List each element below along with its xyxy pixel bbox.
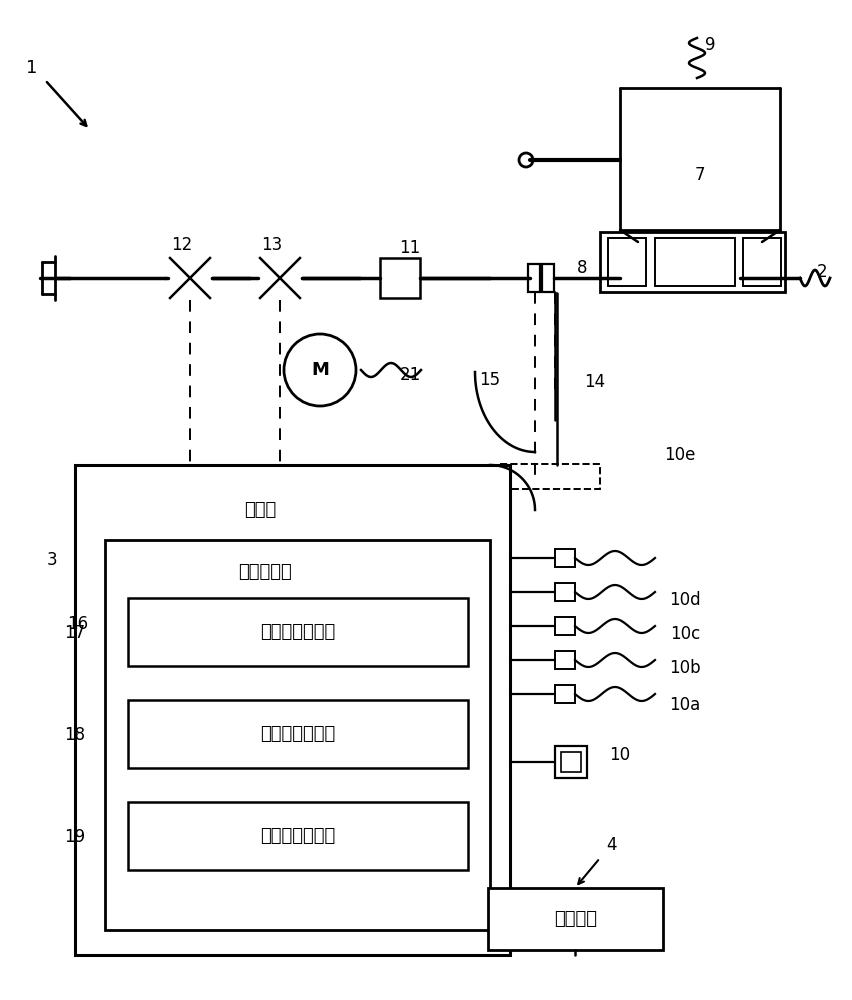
Text: 火力等级选择部: 火力等级选择部 [260, 827, 335, 845]
Text: 1: 1 [26, 59, 37, 77]
Bar [128, 700, 468, 768]
Bar [555, 583, 574, 601]
Text: 温度范围设定部: 温度范围设定部 [260, 725, 335, 743]
Bar [555, 651, 574, 669]
Text: 10: 10 [608, 746, 630, 764]
Text: 21: 21 [399, 366, 420, 384]
Bar [75, 465, 509, 955]
Text: 4: 4 [606, 836, 617, 854]
Text: 14: 14 [584, 373, 605, 391]
Text: 10c: 10c [669, 625, 699, 643]
Text: 16: 16 [67, 615, 89, 633]
Text: 10b: 10b [669, 659, 700, 677]
Polygon shape [170, 278, 210, 298]
Bar [499, 464, 599, 489]
Text: 2: 2 [815, 263, 826, 281]
Text: 7: 7 [694, 166, 705, 184]
Bar [599, 232, 784, 292]
Bar [555, 549, 574, 567]
Text: 位置显示控制部: 位置显示控制部 [260, 623, 335, 641]
Polygon shape [170, 258, 210, 278]
Text: 19: 19 [65, 828, 85, 846]
Bar [742, 238, 780, 286]
Text: 15: 15 [479, 371, 500, 389]
Text: 操作面板: 操作面板 [553, 910, 596, 928]
Bar [527, 264, 539, 292]
Bar [487, 888, 662, 950]
Text: 11: 11 [399, 239, 420, 257]
Text: 10a: 10a [669, 696, 699, 714]
Bar [555, 617, 574, 635]
Text: 12: 12 [171, 236, 193, 254]
Ellipse shape [518, 153, 532, 167]
Circle shape [284, 334, 355, 406]
Bar [128, 802, 468, 870]
Text: M: M [311, 361, 329, 379]
Text: 9: 9 [704, 36, 715, 54]
Text: 13: 13 [261, 236, 282, 254]
Text: 10e: 10e [664, 446, 695, 464]
Bar [379, 258, 419, 298]
Bar [105, 540, 489, 930]
Text: 8: 8 [576, 259, 586, 277]
Bar [561, 752, 580, 772]
Text: 17: 17 [65, 624, 85, 642]
Text: 10d: 10d [669, 591, 700, 609]
Bar [654, 238, 734, 286]
Bar [607, 238, 645, 286]
Text: 火力控制部: 火力控制部 [238, 563, 291, 581]
Bar [128, 598, 468, 666]
Text: 3: 3 [47, 551, 57, 569]
Text: 18: 18 [65, 726, 85, 744]
Bar [555, 746, 586, 778]
Bar [541, 264, 553, 292]
Text: 控制器: 控制器 [244, 501, 276, 519]
Bar [555, 685, 574, 703]
